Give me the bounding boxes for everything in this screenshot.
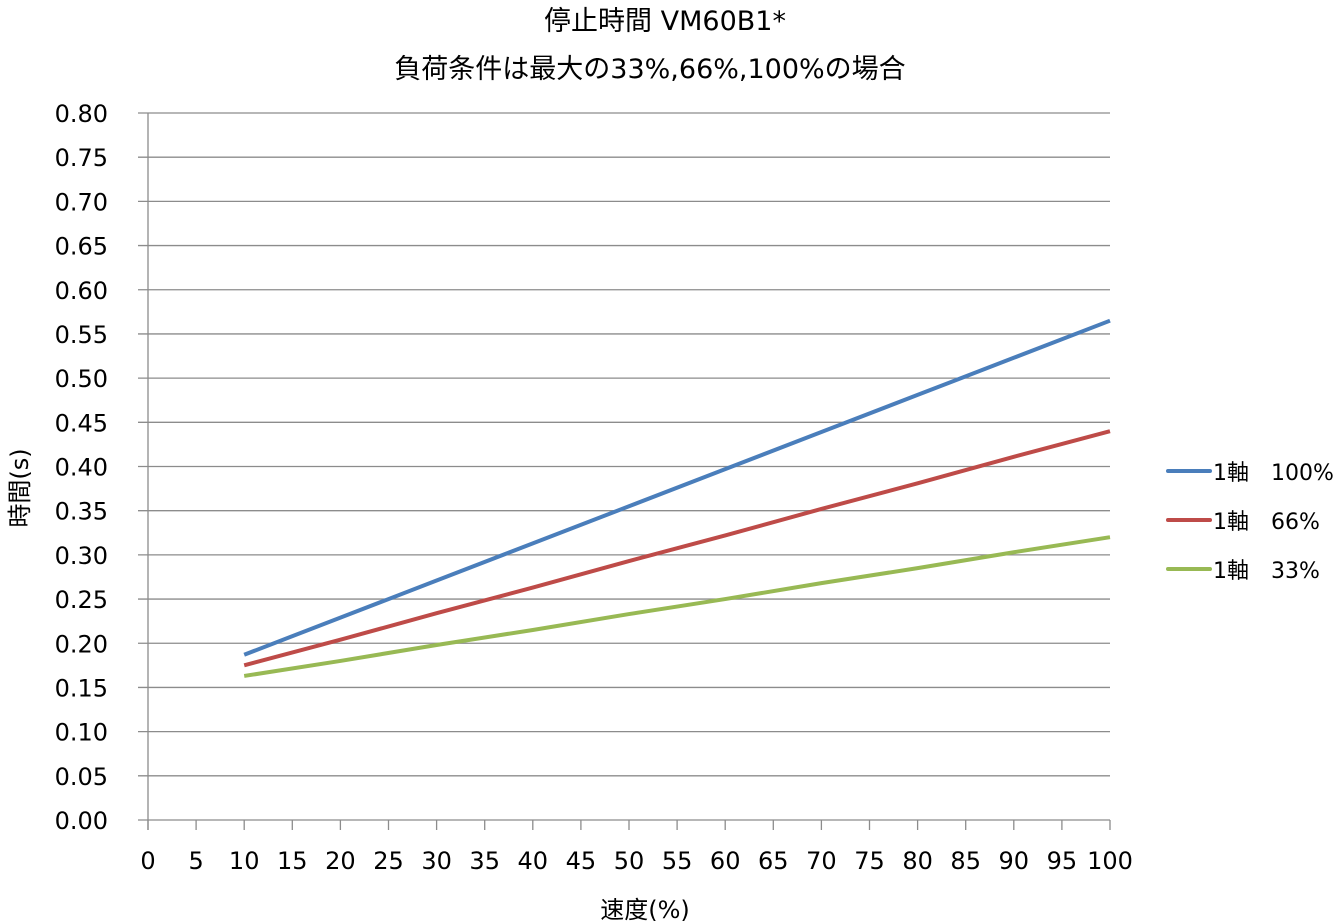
x-tick-label: 65 [758,847,789,875]
y-tick-label: 0.60 [55,277,108,305]
x-tick-label: 25 [373,847,404,875]
x-tick-label: 70 [806,847,837,875]
y-tick-label: 0.35 [55,498,108,526]
legend-label: 1軸 33% [1213,559,1320,584]
x-tick-label: 0 [140,847,155,875]
x-tick-label: 35 [469,847,500,875]
x-tick-label: 80 [902,847,933,875]
x-tick-label: 95 [1047,847,1078,875]
y-tick-label: 0.65 [55,233,108,261]
x-tick-label: 75 [854,847,885,875]
chart-title-line-2: 負荷条件は最大の33%,66%,100%の場合 [394,54,905,85]
x-tick-label: 5 [188,847,203,875]
y-tick-label: 0.00 [55,807,108,835]
y-tick-label: 0.05 [55,763,108,791]
series-line-0 [243,318,1111,657]
chart-title-line-1: 停止時間 VM60B1* [544,6,786,37]
x-tick-label: 100 [1087,847,1133,875]
y-tick-label: 0.75 [55,144,108,172]
series-line-1 [243,429,1111,668]
x-axis-label: 速度(%) [600,896,690,924]
x-tick-label: 15 [277,847,308,875]
x-tick-label: 40 [518,847,549,875]
x-tick-label: 20 [325,847,356,875]
x-tick-label: 90 [999,847,1030,875]
y-tick-label: 0.80 [55,100,108,128]
x-tick-label: 45 [566,847,597,875]
y-axis-label: 時間(s) [6,448,34,527]
x-tick-label: 85 [950,847,981,875]
y-tick-label: 0.70 [55,188,108,216]
x-tick-label: 10 [229,847,260,875]
y-tick-label: 0.20 [55,630,108,658]
y-tick-label: 0.15 [55,674,108,702]
y-tick-label: 0.45 [55,409,108,437]
y-tick-label: 0.10 [55,719,108,747]
legend-label: 1軸 66% [1213,510,1320,535]
y-tick-label: 0.40 [55,454,108,482]
y-tick-label: 0.25 [55,586,108,614]
x-tick-label: 60 [710,847,741,875]
x-tick-label: 55 [662,847,693,875]
y-tick-label: 0.30 [55,542,108,570]
x-tick-label: 50 [614,847,645,875]
legend-label: 1軸 100% [1213,461,1334,486]
y-tick-label: 0.55 [55,321,108,349]
series-line-2 [243,535,1111,678]
x-tick-label: 30 [421,847,452,875]
y-tick-label: 0.50 [55,365,108,393]
